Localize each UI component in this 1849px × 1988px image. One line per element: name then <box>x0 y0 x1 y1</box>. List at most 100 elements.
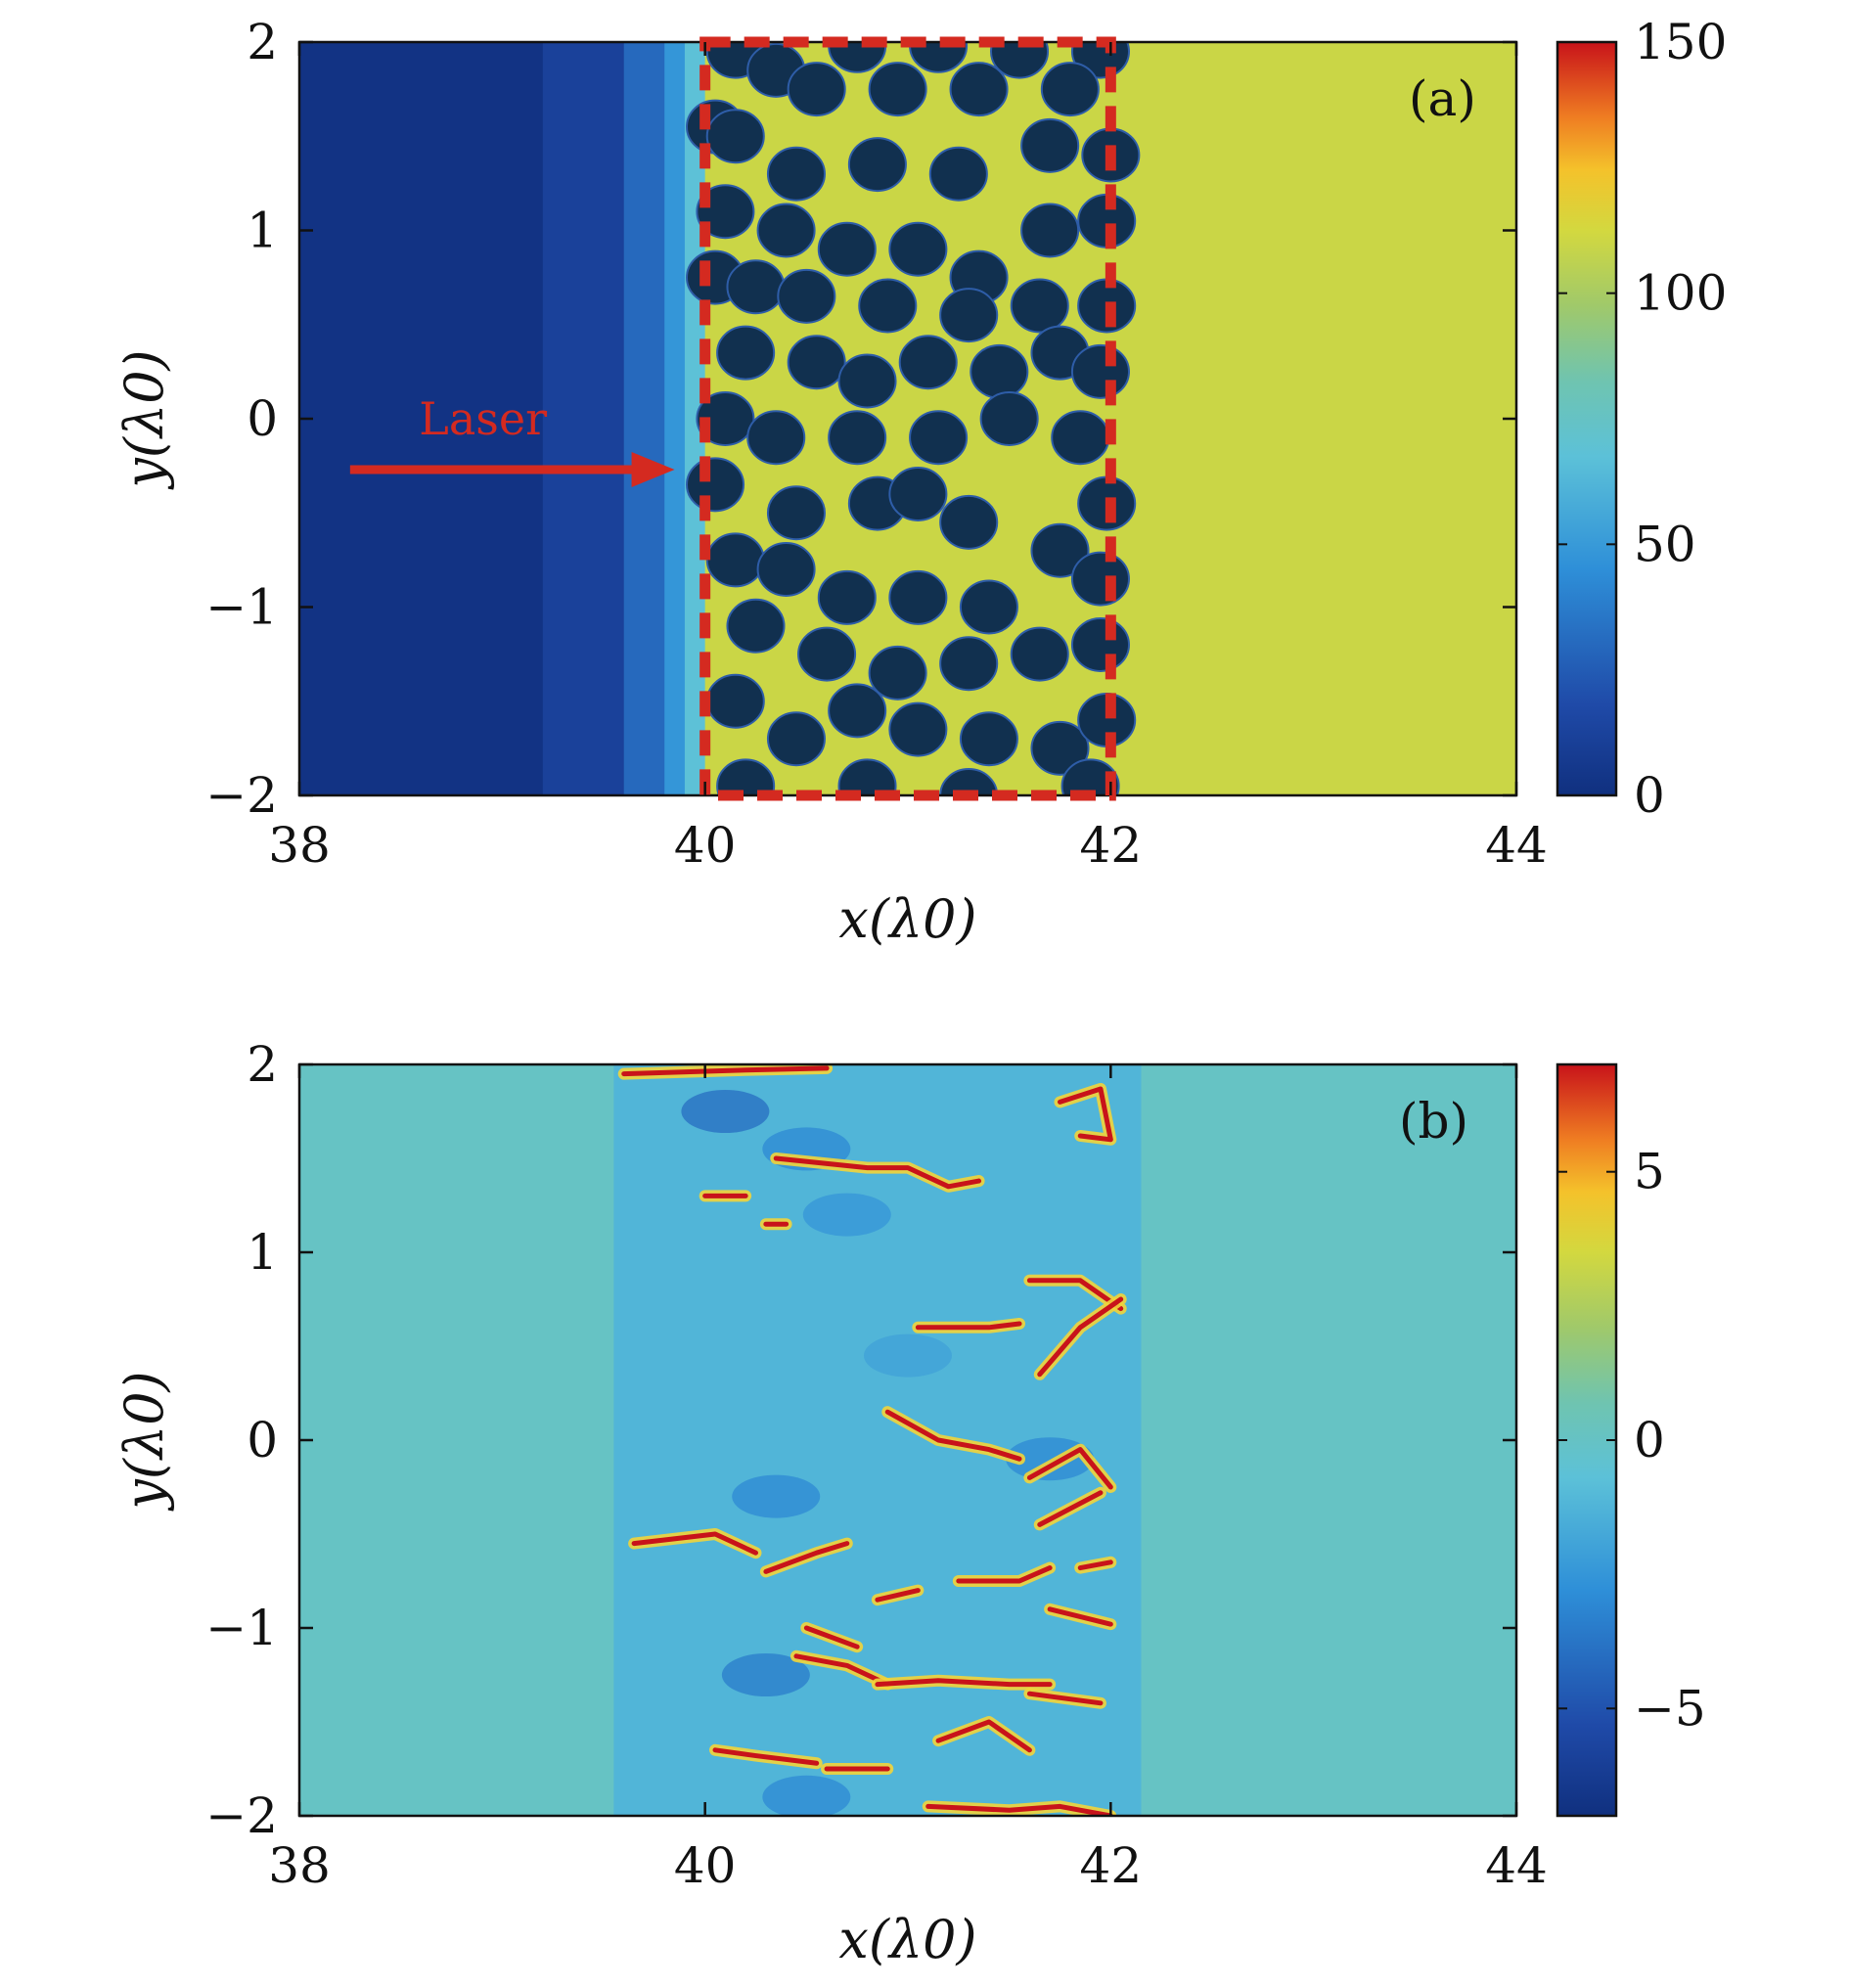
negative-patch-6 <box>802 1193 891 1237</box>
filament-core-8 <box>884 1409 1022 1462</box>
laser-label: Laser <box>419 392 547 445</box>
x-tick-label-0: 38 <box>268 1837 331 1894</box>
colorbar-label-2: 100 <box>1634 265 1727 322</box>
colorbar-gradient <box>1557 42 1616 795</box>
density-band-1 <box>542 42 625 795</box>
filament-core-19 <box>875 1678 1053 1688</box>
laser-arrow-head <box>631 451 675 487</box>
x-tick-label-1: 40 <box>674 1837 737 1894</box>
panel-a-x-axis-label: x(λ0) <box>838 888 976 950</box>
nanosphere-40 <box>828 410 887 466</box>
panel-a-axes: 38 40 42 44 −2 −1 0 1 2 <box>205 14 1548 874</box>
colorbar-label-0: −5 <box>1634 1680 1706 1737</box>
nanosphere-13 <box>847 137 907 193</box>
nanosphere-67 <box>959 711 1018 767</box>
filament-core-6 <box>915 1321 1022 1331</box>
colorbar-label-1: 0 <box>1634 1412 1665 1468</box>
nanosphere-42 <box>979 391 1039 446</box>
y-tick-label-3: 1 <box>247 1224 278 1281</box>
panel-b-x-axis-label: x(λ0) <box>838 1909 976 1970</box>
filament-core-0 <box>621 1065 830 1077</box>
nanosphere-26 <box>777 268 836 324</box>
nanosphere-34 <box>898 335 958 390</box>
y-tick-label-4: 2 <box>247 1036 278 1093</box>
panel-a-annotations: Laser <box>349 36 1116 801</box>
nanosphere-47 <box>888 467 948 521</box>
panel-b-field <box>299 1064 1516 1816</box>
x-tick-label-2: 42 <box>1080 1837 1143 1894</box>
nanosphere-35 <box>970 343 1029 399</box>
nanosphere-4 <box>990 42 1050 79</box>
filament-core-7 <box>1037 1296 1124 1378</box>
colorbar-label-2: 5 <box>1634 1144 1665 1200</box>
density-band-2 <box>623 42 665 795</box>
nanosphere-51 <box>705 532 765 588</box>
nanosphere-45 <box>766 485 826 541</box>
nanosphere-61 <box>1010 626 1069 682</box>
nanosphere-10 <box>1040 62 1100 117</box>
panel-b-colorbar: −5 0 5 <box>1556 1062 1706 1818</box>
panel-a: Laser (a) 38 40 42 44 −2 −1 0 1 2 x(λ0) y(λ0) 0 5… <box>113 14 1727 950</box>
nanosphere-12 <box>766 146 826 202</box>
nanosphere-37 <box>1070 343 1130 399</box>
target-region-dashed-box <box>699 36 1116 801</box>
nanosphere-59 <box>868 645 927 700</box>
filament-core-20 <box>712 1747 820 1766</box>
filament-core-2 <box>1058 1086 1113 1143</box>
nanosphere-71 <box>837 758 897 795</box>
y-tick-label-1: −1 <box>205 1600 278 1656</box>
nanosphere-52 <box>756 542 816 597</box>
nanosphere-19 <box>817 221 877 277</box>
filament-core-18 <box>793 1653 890 1688</box>
filament-core-14 <box>1037 1490 1104 1527</box>
x-tick-label-0: 38 <box>268 817 331 874</box>
x-tick-label-1: 40 <box>674 817 737 874</box>
y-tick-label-1: −1 <box>205 579 278 636</box>
nanosphere-38 <box>696 391 755 446</box>
filament-core-15 <box>1077 1559 1113 1571</box>
filament-core-12 <box>875 1588 921 1603</box>
nanosphere-43 <box>1051 410 1110 466</box>
nanosphere-55 <box>959 579 1018 635</box>
y-tick-label-0: −2 <box>205 767 278 824</box>
negative-patch-0 <box>681 1090 770 1133</box>
nanosphere-56 <box>1070 551 1130 607</box>
filament-core-16 <box>1047 1606 1113 1627</box>
nanosphere-17 <box>696 184 755 240</box>
nanosphere-66 <box>888 701 948 757</box>
y-tick-label-4: 2 <box>247 14 278 70</box>
panel-b-tag: (b) <box>1399 1093 1468 1150</box>
filament-core-5 <box>1026 1278 1124 1312</box>
filament-core-11 <box>763 1541 850 1574</box>
x-tick-label-3: 44 <box>1485 817 1548 874</box>
y-tick-label-3: 1 <box>247 203 278 259</box>
nanosphere-68 <box>1030 720 1090 776</box>
colorbar-label-1: 50 <box>1634 516 1696 572</box>
negative-patch-7 <box>864 1333 952 1378</box>
y-tick-label-0: −2 <box>205 1787 278 1844</box>
density-band-0 <box>299 42 544 795</box>
filament-core-13 <box>956 1565 1053 1584</box>
negative-patch-3 <box>721 1653 810 1696</box>
nanosphere-58 <box>797 626 857 682</box>
nanosphere-60 <box>939 636 999 692</box>
x-tick-label-3: 44 <box>1485 1837 1548 1894</box>
filament-core-9 <box>1026 1447 1113 1490</box>
nanosphere-65 <box>828 683 887 739</box>
filament-core-23 <box>935 1719 1032 1753</box>
panel-a-y-axis-label: y(λ0) <box>113 349 175 489</box>
nanosphere-54 <box>888 569 948 625</box>
nanosphere-41 <box>909 410 969 466</box>
nanosphere-53 <box>817 569 877 625</box>
nanosphere-32 <box>787 335 846 390</box>
panel-a-tag: (a) <box>1409 70 1476 127</box>
nanosphere-64 <box>766 711 826 767</box>
x-tick-label-2: 42 <box>1080 817 1143 874</box>
nanosphere-48 <box>939 494 999 550</box>
nanosphere-15 <box>1020 117 1080 173</box>
filament-core-21 <box>1026 1691 1104 1706</box>
y-tick-label-2: 0 <box>247 1412 278 1468</box>
colorbar-label-0: 0 <box>1634 767 1665 824</box>
nanosphere-39 <box>746 410 806 466</box>
